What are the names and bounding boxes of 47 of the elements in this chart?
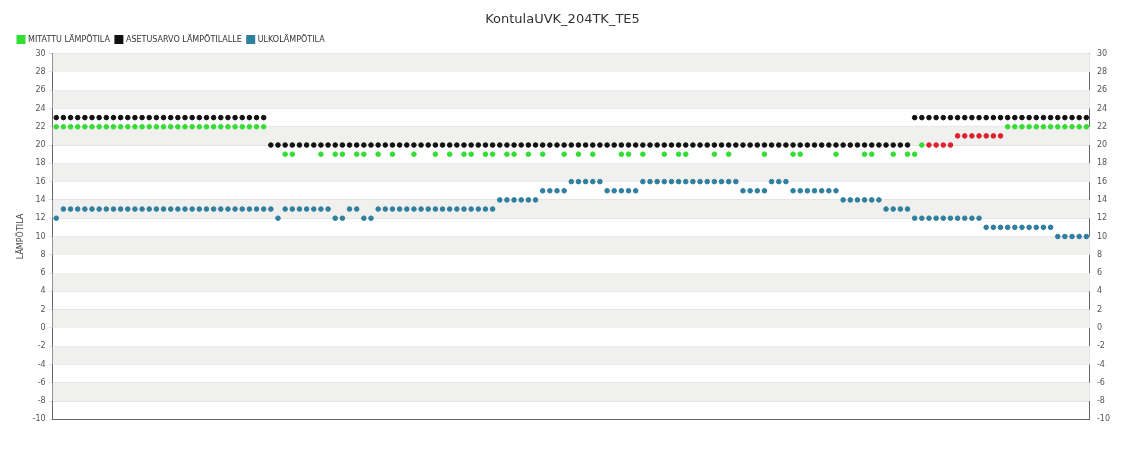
chart-title: KontulaUVK_204TK_TE5 xyxy=(485,11,640,27)
y-tick-label: 26 xyxy=(35,85,46,95)
y-tick-label: 12 xyxy=(35,213,46,223)
legend-label: ULKOLÄMPÖTILA xyxy=(257,33,326,44)
y-tick-label: 28 xyxy=(35,66,46,76)
y2-tick-label: 10 xyxy=(1096,231,1108,241)
y2-tick-label: 4 xyxy=(1096,286,1103,296)
y-tick-label: -2 xyxy=(37,341,46,351)
y2-tick-label: 22 xyxy=(1096,121,1108,131)
y2-tick-label: 24 xyxy=(1096,103,1108,113)
y-tick-label: -8 xyxy=(37,396,46,406)
y-tick-label: 30 xyxy=(35,48,46,58)
y-tick-label: 4 xyxy=(40,286,46,296)
y2-tick-label: 18 xyxy=(1096,158,1108,168)
y-tick-label: -10 xyxy=(32,414,46,424)
y-tick-label: 16 xyxy=(35,176,46,186)
y2-tick-label: 30 xyxy=(1096,48,1108,58)
y-tick-label: 0 xyxy=(40,323,46,333)
y2-tick-label: -2 xyxy=(1096,341,1105,351)
y2-tick-label: 26 xyxy=(1096,85,1108,95)
y2-tick-label: -10 xyxy=(1096,414,1111,424)
y2-tick-label: -8 xyxy=(1096,396,1105,406)
y-axis-title: LÄMPÖTILA xyxy=(14,213,25,260)
y-tick-label: -4 xyxy=(37,359,46,369)
y-tick-label: 18 xyxy=(35,158,46,168)
y2-tick-label: 2 xyxy=(1096,304,1103,314)
y-tick-label: 20 xyxy=(35,140,46,150)
y-tick-label: 2 xyxy=(40,304,46,314)
y-tick-label: 24 xyxy=(35,103,46,113)
y2-tick-label: -4 xyxy=(1096,359,1105,369)
y2-tick-label: 6 xyxy=(1096,268,1103,278)
y2-tick-label: 12 xyxy=(1096,213,1108,223)
y-tick-label: -6 xyxy=(37,377,46,387)
y2-tick-label: 16 xyxy=(1096,176,1108,186)
legend-label: MITATTU LÄMPÖTILA xyxy=(28,33,111,44)
y-tick-label: 14 xyxy=(35,195,46,204)
y2-tick-label: 8 xyxy=(1096,249,1103,259)
y-tick-label: 6 xyxy=(40,268,46,278)
legend-label: ASETUSARVO LÄMPÖTILALLE xyxy=(125,33,242,44)
y-tick-label: 8 xyxy=(40,249,46,259)
y2-tick-label: 0 xyxy=(1096,323,1103,333)
y2-tick-label: 20 xyxy=(1096,140,1108,150)
y-tick-label: 10 xyxy=(35,231,46,241)
y2-tick-label: 14 xyxy=(1096,195,1108,204)
y2-tick-label: -6 xyxy=(1096,377,1105,387)
y2-tick-label: 28 xyxy=(1096,66,1108,76)
y-tick-label: 22 xyxy=(35,121,46,131)
